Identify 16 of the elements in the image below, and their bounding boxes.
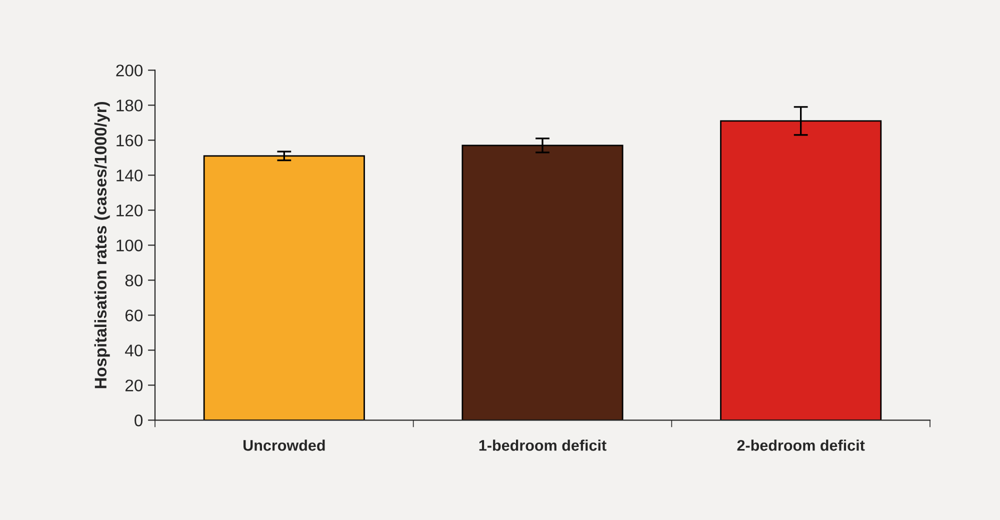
x-tick-label: 1-bedroom deficit: [479, 440, 606, 451]
x-tick-label: Uncrowded: [243, 440, 325, 451]
y-tick-label: 40: [125, 344, 143, 356]
bar: [203, 155, 365, 420]
y-tick-label: 120: [116, 204, 143, 216]
y-tick-label: 180: [116, 100, 143, 112]
y-tick-label: 160: [116, 134, 143, 146]
y-tick-label: 0: [134, 414, 143, 426]
y-tick-label: 20: [125, 380, 143, 392]
x-tick-label: 2-bedroom deficit: [737, 440, 865, 451]
y-tick-label: 60: [126, 310, 143, 322]
y-tick-label: 80: [125, 274, 143, 286]
y-axis-title: Hospitalisation rates (cases/1000/yr): [94, 102, 110, 388]
y-tick-label: 140: [116, 170, 143, 182]
y-tick-label: 100: [116, 240, 143, 252]
y-tick-label: 200: [116, 64, 143, 76]
